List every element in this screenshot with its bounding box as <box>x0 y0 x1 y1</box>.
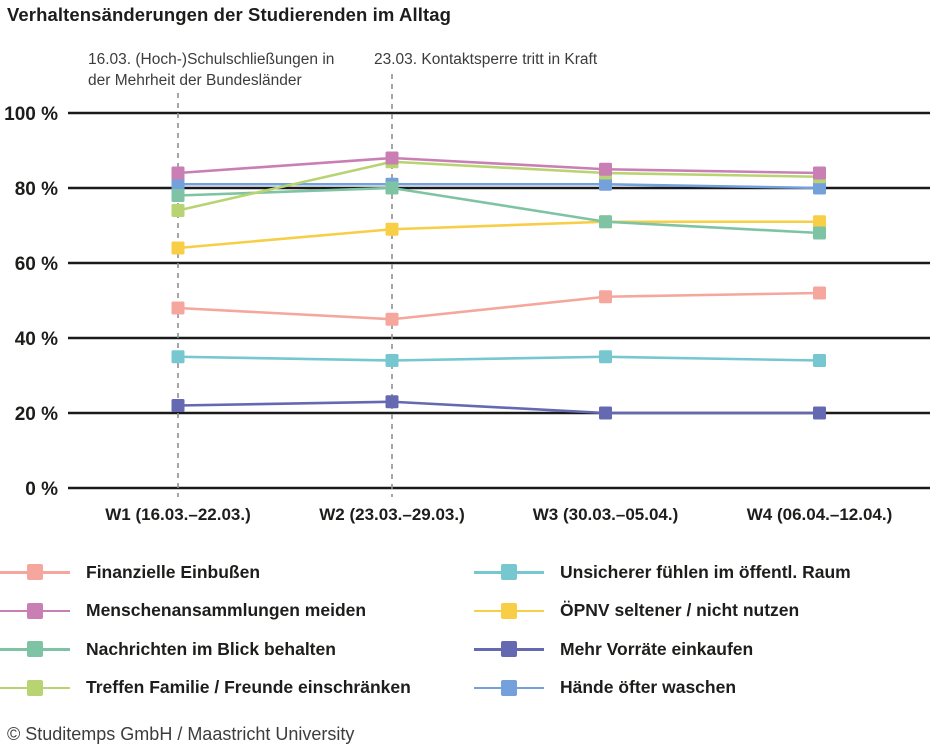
legend-label: Finanzielle Einbußen <box>86 561 261 582</box>
y-axis-tick-label: 100 % <box>4 104 58 125</box>
series-line-oepnv <box>176 220 821 250</box>
data-point-finanzielle-w1 <box>171 301 185 315</box>
legend-marker-icon <box>474 679 544 696</box>
data-point-unsicherer-w3 <box>599 350 612 364</box>
data-point-unsicherer-w2 <box>385 354 399 367</box>
data-point-nachrichten-w4 <box>813 226 826 240</box>
data-point-vorraete-w4 <box>813 406 826 420</box>
y-axis-tick-label: 60 % <box>15 254 58 275</box>
data-point-nachrichten-w2 <box>385 181 399 195</box>
data-point-finanzielle-w3 <box>599 290 612 304</box>
legend-label: Hände öfter waschen <box>560 677 737 698</box>
legend-marker-icon <box>0 679 70 696</box>
data-point-vorraete-w2 <box>385 395 399 409</box>
data-point-menschen-w2 <box>385 151 399 165</box>
data-point-nachrichten-w3 <box>599 215 612 229</box>
legend-item-unsicherer-fuehlen: Unsicherer fühlen im öffentl. Raum <box>474 553 934 592</box>
annotation-line: der Mehrheit der Bundesländer <box>88 72 302 89</box>
legend-item-treffen-einschraenken: Treffen Familie / Freunde einschränken <box>0 669 470 708</box>
y-axis-tick-label: 40 % <box>15 329 58 350</box>
legend-column-left: Finanzielle Einbußen Menschenansammlunge… <box>0 553 470 707</box>
x-axis-label-w3: W3 (30.03.–05.04.) <box>532 505 679 524</box>
data-point-vorraete-w1 <box>171 399 185 412</box>
data-point-menschen-w1 <box>171 166 185 180</box>
legend-marker-icon <box>0 602 70 619</box>
data-point-treffen-w1 <box>171 204 185 217</box>
series-line-unsicherer <box>176 355 821 362</box>
data-point-oepnv-w4 <box>813 215 826 229</box>
data-point-vorraete-w3 <box>599 406 612 420</box>
y-axis-tick-label: 80 % <box>15 179 58 200</box>
legend-column-right: Unsicherer fühlen im öffentl. Raum ÖPNV … <box>474 553 934 707</box>
data-point-nachrichten-w1 <box>171 189 185 202</box>
legend-marker-icon <box>0 564 70 581</box>
series-line-treffen <box>176 160 821 212</box>
y-axis-tick-label: 20 % <box>15 404 58 425</box>
x-axis-label-w4: W4 (06.04.–12.04.) <box>746 505 893 524</box>
legend-item-haende-waschen: Hände öfter waschen <box>474 669 934 708</box>
legend-marker-icon <box>474 641 544 658</box>
copyright-text: © Studitemps GmbH / Maastricht Universit… <box>7 724 355 744</box>
legend-marker-icon <box>474 564 544 581</box>
x-axis-label-w1: W1 (16.03.–22.03.) <box>105 505 251 524</box>
legend-label: ÖPNV seltener / nicht nutzen <box>560 600 800 621</box>
legend-label: Menschenansammlungen meiden <box>86 600 367 621</box>
data-point-menschen-w4 <box>813 166 826 180</box>
event-annotation-contact-ban: 23.03. Kontaktsperre tritt in Kraft <box>374 49 597 70</box>
series-line-nachrichten <box>176 186 821 235</box>
data-point-unsicherer-w4 <box>813 354 826 367</box>
series-line-vorraete <box>176 400 821 415</box>
legend-label: Mehr Vorräte einkaufen <box>560 638 754 659</box>
legend-item-oepnv-seltener: ÖPNV seltener / nicht nutzen <box>474 592 934 631</box>
data-point-unsicherer-w1 <box>171 350 185 364</box>
legend-label: Unsicherer fühlen im öffentl. Raum <box>560 561 851 582</box>
page-title: Verhaltensänderungen der Studierenden im… <box>7 4 451 25</box>
legend-item-nachrichten-im-blick: Nachrichten im Blick behalten <box>0 630 470 669</box>
legend-item-finanzielle-einbussen: Finanzielle Einbußen <box>0 553 470 592</box>
data-point-finanzielle-w2 <box>385 312 399 326</box>
data-point-oepnv-w1 <box>171 241 185 255</box>
event-annotation-school-closures: 16.03. (Hoch-)Schulschließungen in der M… <box>88 49 334 91</box>
legend-item-menschenansammlungen-meiden: Menschenansammlungen meiden <box>0 592 470 631</box>
data-point-oepnv-w2 <box>385 222 399 236</box>
data-point-finanzielle-w4 <box>813 286 826 300</box>
data-point-haende-w4 <box>813 181 826 195</box>
series-line-haende <box>176 182 821 190</box>
legend-marker-icon <box>0 641 70 658</box>
data-point-menschen-w3 <box>599 162 612 176</box>
series-line-finanzielle <box>176 291 821 321</box>
annotation-line: 16.03. (Hoch-)Schulschließungen in <box>88 51 335 68</box>
legend-marker-icon <box>474 602 544 619</box>
line-chart: 0 % 20 % 40 % 60 % 80 % 100 % <box>4 74 930 500</box>
legend-item-mehr-vorraete: Mehr Vorräte einkaufen <box>474 630 934 669</box>
x-axis-label-w2: W2 (23.03.–29.03.) <box>319 505 465 524</box>
series-line-menschen <box>176 156 821 175</box>
data-point-haende-w3 <box>599 177 612 191</box>
data-point-haende-w1 <box>171 177 185 191</box>
annotation-line: 23.03. Kontaktsperre tritt in Kraft <box>374 51 598 68</box>
y-axis-tick-label: 0 % <box>25 479 58 500</box>
legend-label: Nachrichten im Blick behalten <box>86 638 336 659</box>
legend-label: Treffen Familie / Freunde einschränken <box>86 677 411 698</box>
